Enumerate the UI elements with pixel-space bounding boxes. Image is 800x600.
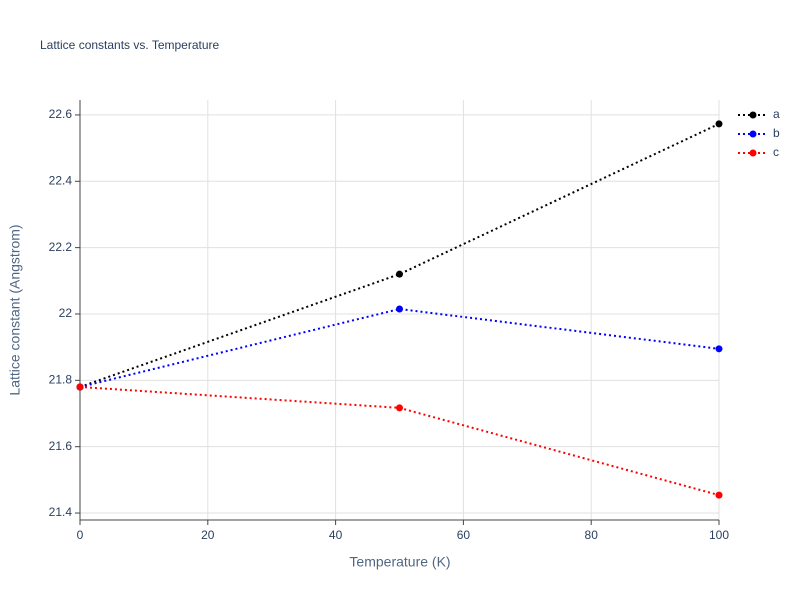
legend-label: a — [773, 107, 780, 121]
series-line — [79, 385, 720, 497]
series-line — [79, 122, 720, 388]
y-tick-label: 21.8 — [49, 373, 73, 387]
y-tick-label: 21.4 — [49, 505, 73, 519]
x-tick-label: 40 — [329, 528, 343, 542]
legend-label: c — [773, 145, 779, 159]
y-axis-title: Lattice constant (Angstrom) — [7, 224, 23, 395]
y-tick-label: 22.6 — [49, 107, 73, 121]
y-tick-label: 22 — [59, 306, 73, 320]
data-point — [396, 305, 403, 313]
data-point — [715, 120, 723, 128]
x-tick-label: 80 — [585, 528, 599, 542]
x-tick-label: 20 — [201, 528, 215, 542]
data-point — [396, 404, 403, 412]
series-line — [79, 307, 720, 388]
x-axis-title: Temperature (K) — [349, 554, 450, 570]
x-tick-label: 0 — [77, 528, 84, 542]
data-point — [715, 345, 723, 353]
legend-marker — [749, 111, 757, 119]
y-tick-label: 21.6 — [49, 439, 73, 453]
data-point — [396, 270, 403, 278]
chart-title: Lattice constants vs. Temperature — [40, 38, 220, 52]
data-point — [715, 491, 723, 499]
y-tick-label: 22.2 — [49, 240, 73, 254]
x-tick-label: 60 — [457, 528, 471, 542]
data-point — [76, 383, 84, 391]
x-tick-label: 100 — [709, 528, 729, 542]
legend-marker — [749, 149, 757, 157]
legend-marker — [749, 130, 757, 138]
legend-label: b — [773, 126, 780, 140]
y-tick-label: 22.4 — [49, 173, 73, 187]
